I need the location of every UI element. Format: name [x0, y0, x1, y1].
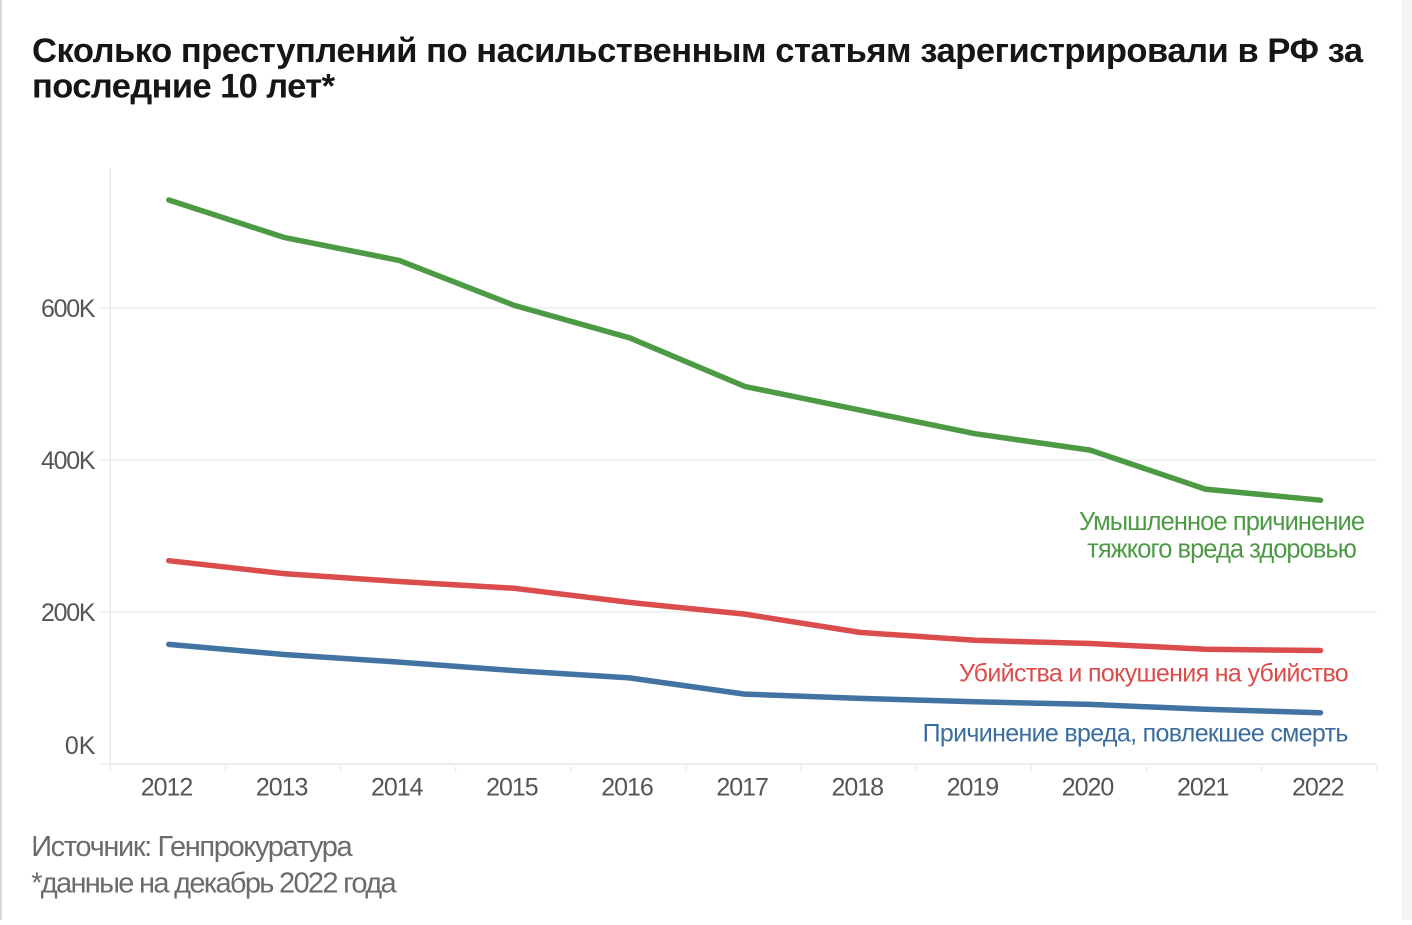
- svg-text:2017: 2017: [716, 774, 769, 802]
- svg-text:2021: 2021: [1177, 774, 1230, 802]
- svg-text:Убийства и покушения на убийст: Убийства и покушения на убийство: [959, 660, 1349, 688]
- svg-text:последние 10 лет*: последние 10 лет*: [32, 68, 336, 106]
- svg-text:400K: 400K: [41, 447, 96, 475]
- svg-text:200K: 200K: [41, 599, 96, 627]
- svg-text:2013: 2013: [256, 774, 309, 802]
- svg-text:2012: 2012: [141, 774, 194, 802]
- svg-text:2019: 2019: [947, 774, 1000, 802]
- svg-text:*данные на декабрь 2022 года: *данные на декабрь 2022 года: [31, 867, 397, 899]
- svg-text:2014: 2014: [371, 774, 424, 802]
- svg-text:2018: 2018: [832, 774, 885, 802]
- svg-text:2020: 2020: [1062, 774, 1115, 802]
- svg-text:Умышленное причинение: Умышленное причинение: [1079, 508, 1365, 536]
- svg-text:2022: 2022: [1292, 774, 1345, 802]
- svg-text:Сколько преступлений по насиль: Сколько преступлений по насильственным с…: [32, 32, 1364, 70]
- svg-text:2016: 2016: [601, 774, 654, 802]
- svg-text:0K: 0K: [65, 732, 96, 760]
- svg-text:Причинение вреда, повлекшее см: Причинение вреда, повлекшее смерть: [923, 720, 1349, 748]
- svg-text:Источник: Генпрокуратура: Источник: Генпрокуратура: [31, 831, 353, 863]
- svg-text:2015: 2015: [486, 774, 539, 802]
- svg-text:тяжкого вреда здоровью: тяжкого вреда здоровью: [1087, 536, 1357, 564]
- svg-text:600K: 600K: [41, 295, 96, 323]
